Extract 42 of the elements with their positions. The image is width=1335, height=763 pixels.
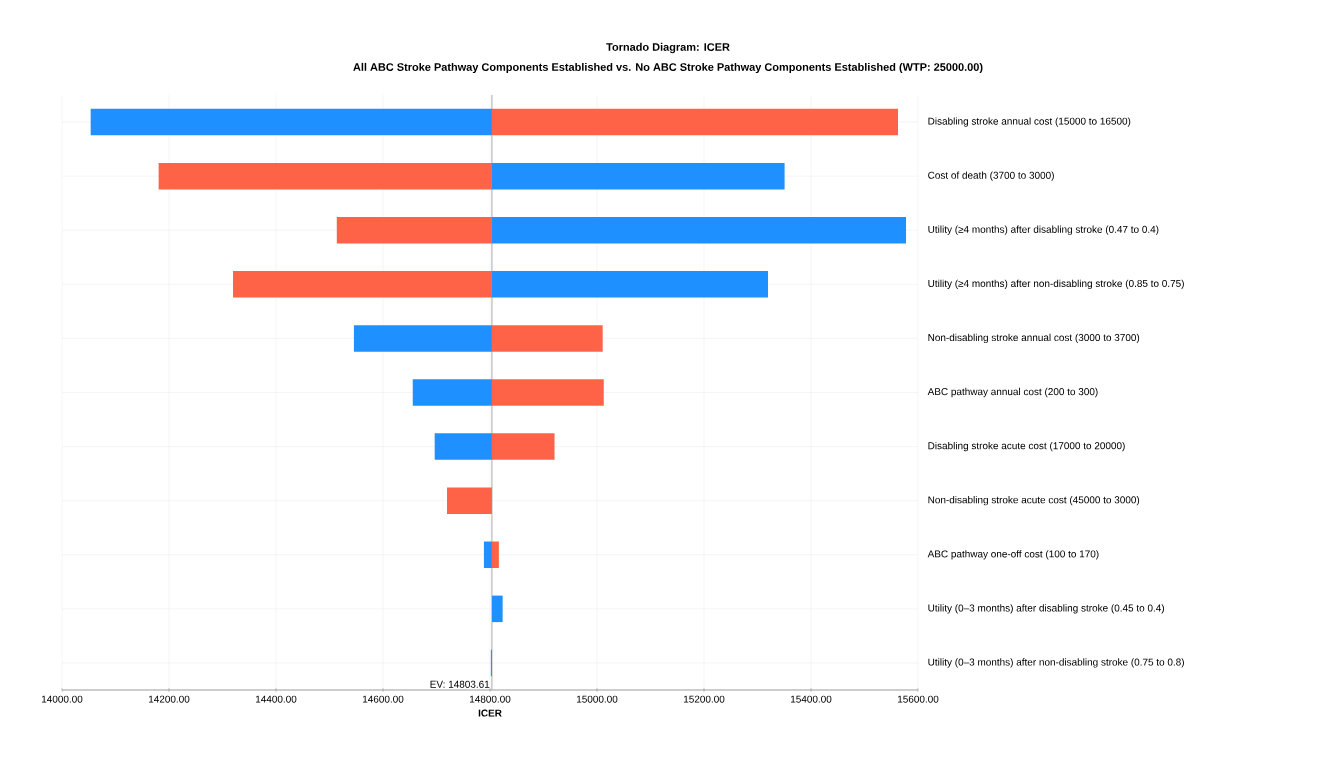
bar: [491, 595, 503, 623]
y-tick-label: ABC pathway annual cost (200 to 300): [927, 387, 1098, 398]
bar: [491, 162, 785, 190]
bar: [158, 162, 492, 190]
x-tick-label: 15200.00: [684, 695, 725, 703]
bar: [491, 325, 603, 352]
bar: [434, 433, 492, 460]
x-tick-label: 14000.00: [41, 695, 83, 703]
x-tick-label: 15000.00: [576, 695, 618, 703]
y-tick-label: Non-disabling stroke acute cost (45000 to 3000): [928, 496, 1140, 506]
bar: [90, 108, 492, 136]
x-tick-label: 14600.00: [362, 695, 404, 703]
y-tick-label: Disabling stroke acute cost (17000 to 20000): [928, 441, 1125, 452]
x-tick-label: 15400.00: [791, 695, 832, 703]
bar: [491, 271, 768, 298]
x-axis-title: ICER: [478, 709, 502, 717]
bar: [491, 541, 499, 569]
y-tick-label: Disabling stroke annual cost (15000 to 16500): [928, 117, 1131, 127]
ref-line-label: EV: 14803.61: [430, 680, 490, 688]
x-tick-label: 15600.00: [898, 695, 939, 703]
x-tick-label: 14800.00: [469, 695, 511, 703]
y-tick-label: ABC pathway one-off cost (100 to 170): [927, 550, 1099, 560]
bar: [232, 271, 492, 298]
x-tick-label: 14200.00: [148, 695, 190, 703]
bar: [447, 487, 492, 514]
bar: [491, 433, 555, 460]
x-tick-label: 14400.00: [255, 695, 297, 703]
bar: [491, 216, 907, 244]
y-tick-label: Cost of death (3700 to 3000): [928, 171, 1054, 181]
y-tick-label: Utility (0–3 months) after non-disabling stroke (0.75 to 0.8): [928, 658, 1184, 668]
y-tick-label: Non-disabling stroke annual cost (3000 to 3700): [928, 333, 1140, 344]
bar: [491, 379, 604, 406]
bar: [336, 216, 492, 244]
y-tick-label: Utility (0–3 months) after disabling stroke (0.45 to 0.4): [928, 604, 1164, 614]
chart-subtitle: All ABC Stroke Pathway Components Established vs. No ABC Stroke Pathway Components Established (WTP: 25000.00): [353, 62, 983, 74]
bar: [353, 325, 492, 352]
y-tick-label: Utility (≥4 months) after disabling stroke (0.47 to 0.4): [928, 225, 1159, 235]
chart-title: Tornado Diagram: ICER: [606, 42, 730, 54]
bar: [412, 379, 492, 406]
bar: [491, 108, 899, 136]
y-tick-label: Utility (≥4 months) after non-disabling stroke (0.85 to 0.75): [928, 279, 1184, 289]
bar: [483, 541, 492, 569]
